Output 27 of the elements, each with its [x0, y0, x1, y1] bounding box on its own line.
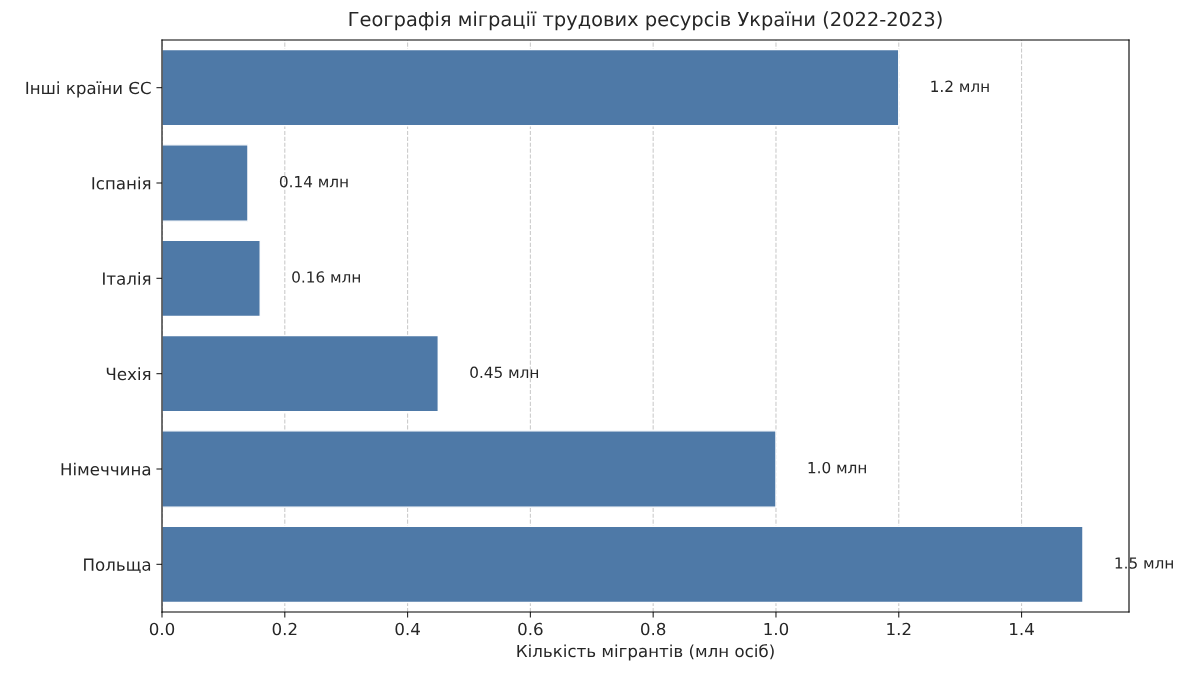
bar — [162, 239, 261, 318]
x-tick-label: 0.0 — [149, 622, 175, 636]
bar — [162, 48, 900, 127]
x-tick-label: 1.4 — [1010, 622, 1034, 636]
data-label: 1.0 млн — [808, 461, 866, 474]
x-tick-label: 0.2 — [272, 622, 297, 636]
x-axis-title: Кількість мігрантів (млн осіб) — [517, 644, 774, 661]
data-label: 1.2 млн — [931, 80, 989, 92]
y-tick-label: Інші країни ЄС — [26, 81, 151, 98]
data-label: 0.14 млн — [279, 175, 348, 188]
x-tick-label: 1.0 — [764, 622, 789, 636]
bar — [162, 334, 439, 413]
data-label: 0.16 млн — [292, 271, 360, 283]
data-label: 0.45 млн — [470, 366, 538, 379]
y-tick-label: Іспанія — [92, 176, 151, 190]
y-tick-label: Німеччина — [61, 462, 151, 476]
y-tick-label: Італія — [103, 272, 151, 285]
y-tick-label: Чехія — [106, 367, 151, 381]
chart-title: Географія міграції трудових ресурсів України (2022-2023) — [349, 11, 942, 31]
bar — [162, 525, 1084, 604]
x-tick-label: 0.4 — [395, 622, 420, 636]
y-tick-label: Польща — [84, 558, 151, 573]
x-tick-label: 0.8 — [641, 622, 666, 636]
x-tick-label: 0.6 — [518, 622, 543, 636]
bar — [162, 430, 777, 508]
x-tick-label: 1.2 — [887, 622, 911, 636]
bar — [162, 144, 249, 222]
